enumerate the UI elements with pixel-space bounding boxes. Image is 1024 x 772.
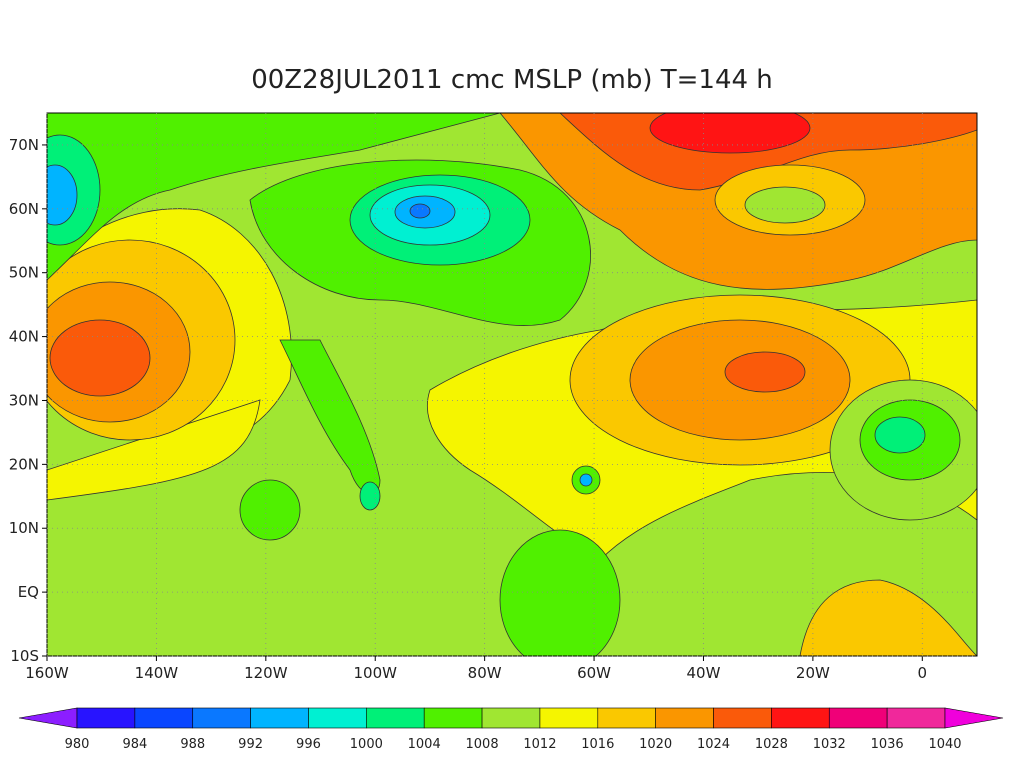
colorbar-label: 1024 <box>697 737 730 752</box>
x-tick-label: 80W <box>468 664 502 682</box>
colorbar-label: 1040 <box>928 737 961 752</box>
colorbar-label: 1004 <box>408 737 441 752</box>
colorbar-label: 1012 <box>523 737 556 752</box>
colorbar-label: 988 <box>180 737 205 752</box>
colorbar-box <box>308 707 367 729</box>
colorbar-label: 1028 <box>755 737 788 752</box>
colorbar-label: 1020 <box>639 737 672 752</box>
x-tick-label: 60W <box>577 664 611 682</box>
colorbar-arrow <box>18 707 78 729</box>
colorbar-label: 1000 <box>350 737 383 752</box>
colorbar-box <box>134 707 194 729</box>
colorbar-box <box>76 707 136 729</box>
x-tick-label: 140W <box>135 664 179 682</box>
colorbar-box <box>250 707 309 729</box>
x-tick-label: 100W <box>354 664 398 682</box>
colorbar-label: 980 <box>65 737 90 752</box>
y-tick-label: 60N <box>9 200 39 218</box>
colorbar-label: 992 <box>238 737 263 752</box>
colorbar-box <box>828 707 888 729</box>
y-tick-label: 10N <box>9 519 39 537</box>
colorbar-box <box>366 707 425 729</box>
x-tick-label: 0 <box>918 664 928 682</box>
x-tick-label: 40W <box>687 664 721 682</box>
y-tick-label: EQ <box>18 583 39 601</box>
title: 00Z28JUL2011 cmc MSLP (mb) T=144 h <box>251 65 773 95</box>
colorbar-label: 1016 <box>581 737 614 752</box>
pressure-field <box>47 113 977 656</box>
colorbar-label: 1036 <box>871 737 904 752</box>
x-tick-label: 160W <box>25 664 69 682</box>
colorbar-box <box>539 707 599 729</box>
y-tick-label: 70N <box>9 136 39 154</box>
y-tick-label: 40N <box>9 328 39 346</box>
y-tick-label: 10S <box>10 647 39 665</box>
colorbar-label: 984 <box>122 737 147 752</box>
colorbar-box <box>886 707 946 729</box>
colorbar-box <box>597 707 656 729</box>
colorbar-box <box>655 707 714 729</box>
colorbar-label: 1008 <box>466 737 499 752</box>
x-tick-label: 20W <box>796 664 830 682</box>
y-tick-label: 50N <box>9 264 39 282</box>
colorbar-label: 1032 <box>813 737 846 752</box>
x-tick-label: 120W <box>244 664 288 682</box>
y-tick-label: 20N <box>9 455 39 473</box>
colorbar-box <box>423 707 483 729</box>
colorbar-box <box>771 707 830 729</box>
colorbar-box <box>481 707 541 729</box>
y-tick-label: 30N <box>9 391 39 409</box>
colorbar-label: 996 <box>296 737 321 752</box>
colorbar-box <box>192 707 251 729</box>
colorbar-arrow <box>944 707 1004 729</box>
colorbar-box <box>713 707 772 729</box>
